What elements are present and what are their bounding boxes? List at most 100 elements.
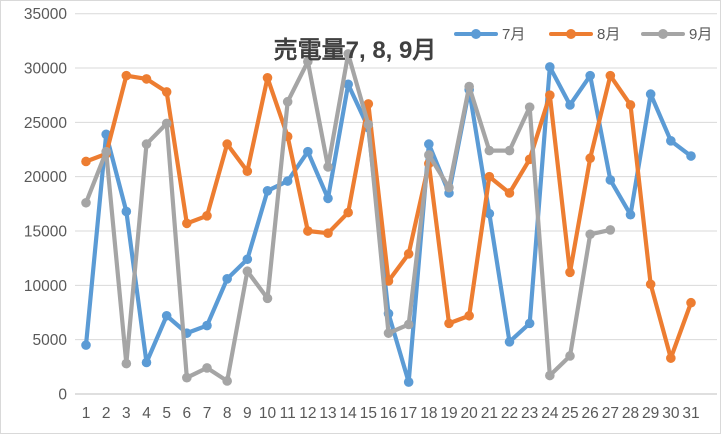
data-point-9月-2 <box>101 146 111 157</box>
data-point-7月-8 <box>222 274 232 284</box>
x-tick-label: 10 <box>259 405 277 422</box>
x-tick-label: 27 <box>602 405 619 422</box>
data-point-9月-27 <box>605 225 616 235</box>
data-point-9月-23 <box>524 102 535 112</box>
x-tick-label: 30 <box>662 405 680 422</box>
data-point-9月-10 <box>262 293 273 304</box>
data-point-7月-12 <box>303 146 313 157</box>
data-point-9月-6 <box>182 372 192 383</box>
y-tick-label: 15000 <box>24 224 67 241</box>
data-point-7月-10 <box>262 186 273 196</box>
y-tick-label: 35000 <box>24 6 67 23</box>
data-point-9月-16 <box>383 328 394 338</box>
data-point-9月-9 <box>242 266 253 277</box>
x-tick-label: 25 <box>561 405 578 422</box>
x-tick-label: 21 <box>481 405 498 422</box>
data-point-9月-20 <box>464 81 474 92</box>
x-tick-label: 19 <box>440 405 457 422</box>
x-tick-label: 12 <box>299 405 316 422</box>
data-point-9月-21 <box>484 145 495 156</box>
y-tick-label: 0 <box>58 387 67 404</box>
data-point-8月-1 <box>81 156 91 167</box>
data-point-9月-3 <box>121 358 132 369</box>
data-point-9月-4 <box>141 139 152 149</box>
y-tick-label: 20000 <box>24 169 67 186</box>
data-point-9月-8 <box>222 376 232 386</box>
legend-item-9月[interactable]: 9月 <box>641 25 713 43</box>
x-tick-label: 29 <box>642 405 659 422</box>
data-point-7月-4 <box>141 357 152 368</box>
y-tick-label: 30000 <box>24 61 67 78</box>
legend-label: 7月 <box>502 26 526 43</box>
x-tick-label: 1 <box>82 405 91 422</box>
x-tick-label: 13 <box>319 405 336 422</box>
data-point-8月-9 <box>242 166 253 177</box>
data-point-9月-25 <box>565 351 575 361</box>
data-point-7月-30 <box>666 136 676 146</box>
data-point-7月-24 <box>545 62 555 72</box>
data-point-7月-23 <box>524 318 535 329</box>
data-point-9月-11 <box>282 96 293 107</box>
x-tick-label: 31 <box>682 405 699 422</box>
y-tick-label: 25000 <box>24 115 67 132</box>
data-point-7月-17 <box>403 377 414 387</box>
data-point-8月-30 <box>666 353 676 363</box>
data-point-7月-29 <box>645 89 656 99</box>
data-point-9月-24 <box>545 370 555 381</box>
data-point-8月-10 <box>262 73 273 83</box>
data-point-8月-16 <box>383 276 394 286</box>
data-point-9月-13 <box>323 162 333 172</box>
data-point-8月-24 <box>545 90 555 100</box>
x-tick-label: 17 <box>400 405 417 422</box>
x-tick-label: 8 <box>223 405 232 422</box>
data-point-7月-25 <box>565 100 575 110</box>
x-tick-label: 3 <box>122 405 131 422</box>
data-point-8月-20 <box>464 310 474 321</box>
data-point-8月-12 <box>303 226 313 236</box>
data-point-7月-9 <box>242 254 253 265</box>
data-point-7月-13 <box>323 193 333 204</box>
x-tick-label: 24 <box>541 405 559 422</box>
data-point-8月-28 <box>625 100 636 110</box>
legend-item-8月[interactable]: 8月 <box>549 25 620 43</box>
y-tick-label: 5000 <box>33 332 68 349</box>
data-point-9月-1 <box>81 197 91 208</box>
data-point-7月-7 <box>202 320 212 331</box>
data-point-9月-18 <box>424 150 434 160</box>
x-tick-label: 6 <box>183 405 192 422</box>
x-tick-label: 7 <box>203 405 212 422</box>
data-point-8月-19 <box>444 318 454 329</box>
data-point-8月-29 <box>645 279 656 290</box>
data-point-8月-27 <box>605 70 616 81</box>
data-point-8月-25 <box>565 267 575 278</box>
data-point-8月-26 <box>585 153 595 164</box>
x-tick-label: 14 <box>340 405 358 422</box>
data-point-7月-28 <box>625 209 636 220</box>
legend-label: 9月 <box>689 26 713 43</box>
data-point-8月-15 <box>363 99 374 109</box>
y-tick-label: 10000 <box>24 278 67 295</box>
data-point-7月-1 <box>81 340 91 350</box>
data-point-7月-11 <box>282 176 293 186</box>
x-tick-label: 18 <box>420 405 437 422</box>
x-tick-label: 23 <box>521 405 538 422</box>
x-tick-label: 26 <box>582 405 599 422</box>
data-point-7月-3 <box>121 206 132 217</box>
data-point-8月-3 <box>121 70 132 81</box>
data-point-9月-15 <box>363 119 374 130</box>
legend-item-7月[interactable]: 7月 <box>454 25 526 43</box>
data-point-9月-14 <box>343 49 353 59</box>
data-point-8月-31 <box>686 297 696 308</box>
x-tick-label: 28 <box>622 405 639 422</box>
x-tick-label: 11 <box>280 405 296 422</box>
data-point-9月-12 <box>303 56 313 67</box>
data-point-9月-17 <box>403 319 414 330</box>
data-point-8月-22 <box>504 188 515 198</box>
x-tick-label: 4 <box>142 405 151 422</box>
chart-title[interactable]: 売電量7, 8, 9月 <box>273 37 437 64</box>
x-tick-label: 5 <box>162 405 171 422</box>
data-point-8月-17 <box>403 249 414 259</box>
data-point-7月-27 <box>605 175 616 185</box>
